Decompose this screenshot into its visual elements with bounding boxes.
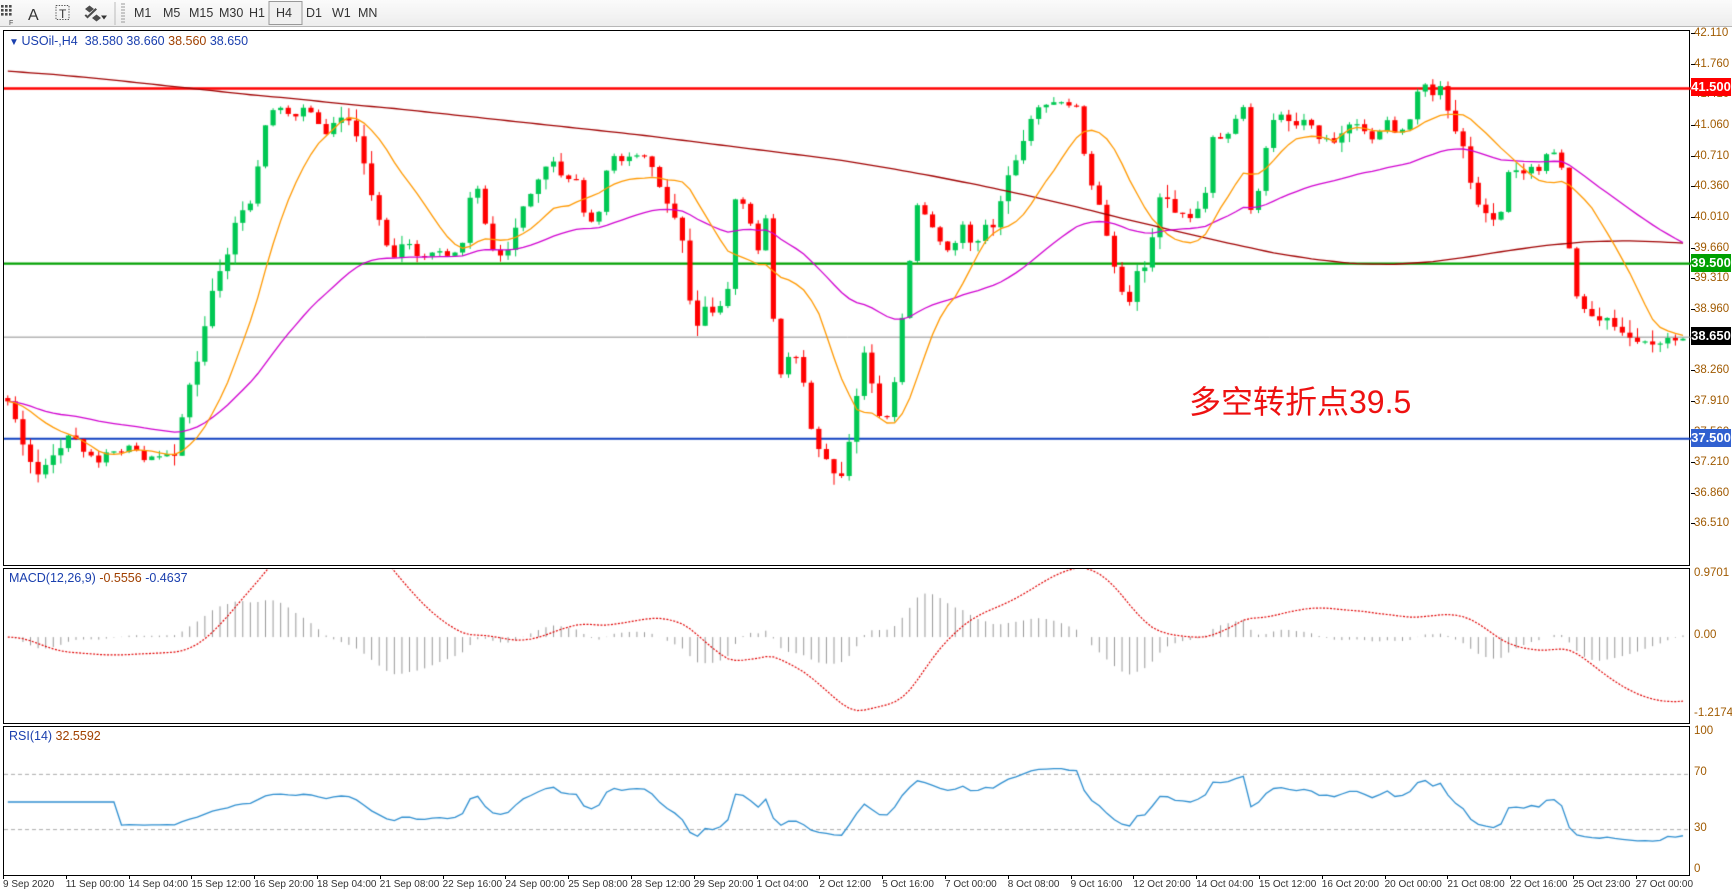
svg-text:M1: M1 bbox=[134, 6, 151, 20]
svg-text:H1: H1 bbox=[249, 6, 265, 20]
svg-text:M15: M15 bbox=[189, 6, 213, 20]
svg-text:A: A bbox=[28, 7, 39, 24]
svg-text:D1: D1 bbox=[306, 6, 322, 20]
svg-text:M30: M30 bbox=[219, 6, 243, 20]
svg-text:H4: H4 bbox=[276, 6, 292, 20]
svg-text:W1: W1 bbox=[332, 6, 351, 20]
svg-text:T: T bbox=[59, 7, 67, 21]
svg-text:M5: M5 bbox=[163, 6, 180, 20]
svg-text:F: F bbox=[9, 20, 13, 27]
svg-text:MN: MN bbox=[358, 6, 377, 20]
